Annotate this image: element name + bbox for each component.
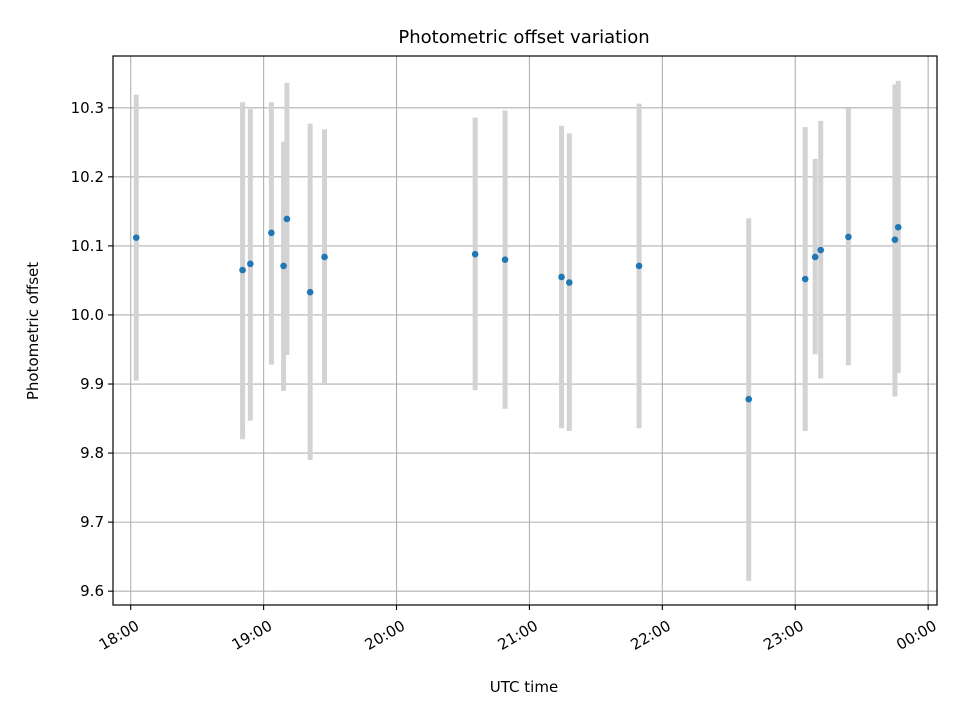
y-tick-label: 10.1 — [71, 237, 104, 255]
data-point — [239, 266, 246, 274]
data-point — [280, 262, 287, 270]
data-point — [306, 288, 314, 296]
y-tick-label: 10.2 — [71, 168, 104, 186]
data-point — [283, 215, 291, 223]
data-points — [132, 215, 902, 403]
x-axis-label: UTC time — [490, 678, 558, 696]
data-point — [817, 246, 825, 254]
data-point — [501, 256, 509, 264]
data-point — [845, 233, 852, 241]
y-tick-label: 9.9 — [80, 375, 104, 393]
data-point — [247, 260, 254, 268]
y-tick-label: 9.6 — [80, 582, 104, 600]
data-point — [891, 236, 899, 243]
data-point — [132, 234, 140, 241]
y-tick-label: 10.0 — [71, 306, 104, 324]
data-point — [471, 250, 479, 258]
chart-title: Photometric offset variation — [398, 27, 649, 48]
data-point — [801, 275, 809, 283]
data-point — [268, 229, 275, 237]
y-tick-label: 10.3 — [71, 99, 104, 117]
data-point — [745, 395, 753, 403]
data-point — [894, 223, 902, 231]
data-point — [811, 253, 819, 261]
y-axis-label: Photometric offset — [24, 262, 42, 400]
data-point — [635, 262, 643, 270]
plot-area-frame — [112, 55, 938, 606]
data-point — [566, 279, 573, 286]
data-point — [558, 273, 565, 281]
data-point — [321, 253, 328, 261]
y-tick-label: 9.7 — [80, 513, 104, 531]
y-tick-label: 9.8 — [80, 444, 104, 462]
grid — [113, 56, 937, 605]
